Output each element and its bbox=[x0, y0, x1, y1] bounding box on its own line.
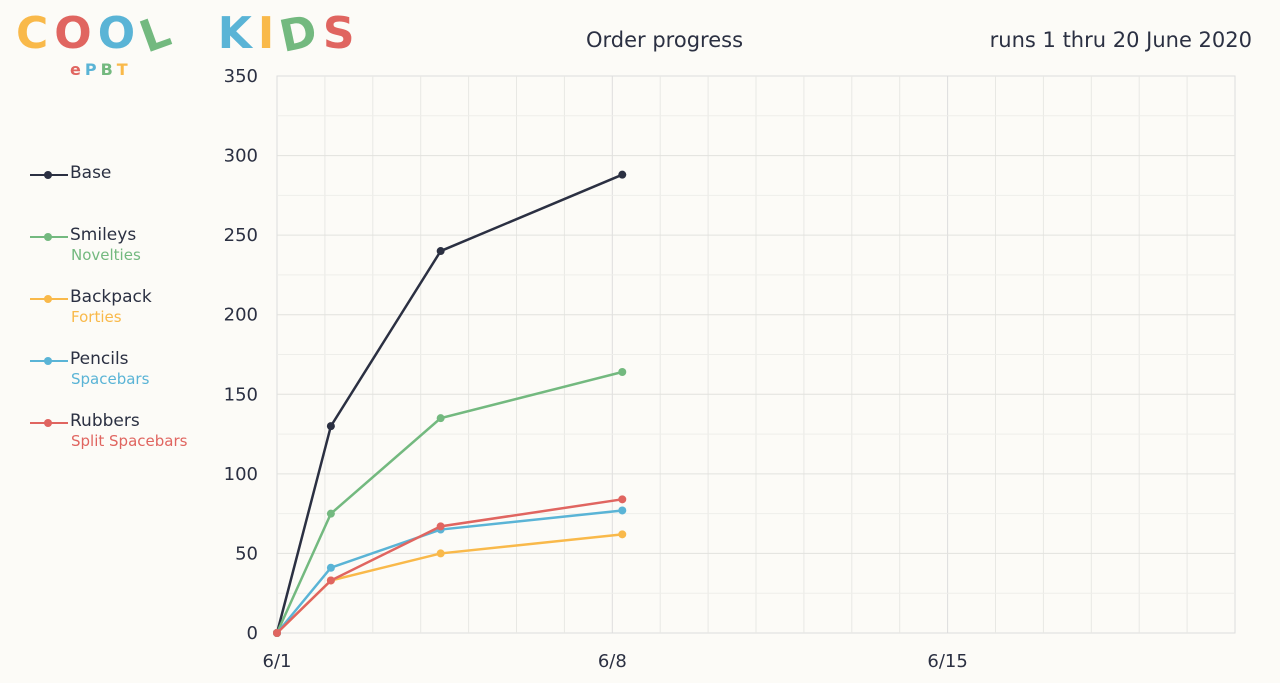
chart-title: Order progress bbox=[586, 28, 744, 52]
y-tick-label: 200 bbox=[224, 305, 258, 326]
data-point-pencils bbox=[326, 563, 335, 572]
y-tick-label: 50 bbox=[235, 543, 258, 564]
legend-marker bbox=[44, 295, 52, 303]
legend-marker bbox=[44, 357, 52, 365]
data-point-smileys bbox=[436, 414, 445, 423]
series-line-base bbox=[275, 173, 623, 634]
legend-sublabel: Spacebars bbox=[71, 370, 150, 388]
logo-letter: S bbox=[322, 8, 361, 59]
logo-letter: I bbox=[257, 8, 281, 59]
logo-sub-letter: e bbox=[70, 60, 85, 79]
data-point-base bbox=[326, 422, 335, 431]
data-point-smileys bbox=[618, 368, 627, 377]
logo-letter: C bbox=[16, 8, 55, 59]
data-point-base bbox=[436, 247, 445, 256]
y-tick-label: 0 bbox=[247, 623, 258, 644]
logo-subtitle: ePBT bbox=[70, 60, 132, 79]
data-point-smileys bbox=[326, 509, 335, 518]
series-line-rubbers bbox=[276, 498, 623, 634]
x-tick-label: 6/1 bbox=[263, 651, 292, 672]
logo-letter: K bbox=[217, 8, 258, 59]
legend-marker bbox=[44, 233, 52, 241]
data-point-rubbers bbox=[618, 495, 627, 504]
logo-letter: O bbox=[97, 8, 142, 59]
logo-sub-letter: T bbox=[116, 60, 132, 79]
legend-label: Backpack bbox=[70, 287, 152, 307]
y-tick-label: 250 bbox=[224, 225, 258, 246]
data-point-base bbox=[618, 170, 627, 179]
y-tick-label: 350 bbox=[224, 66, 258, 87]
data-point-backpack bbox=[436, 549, 445, 558]
legend-sublabel: Split Spacebars bbox=[71, 432, 188, 450]
logo-letter: O bbox=[54, 8, 98, 59]
data-point-rubbers bbox=[273, 629, 281, 637]
legend-marker bbox=[44, 171, 52, 179]
data-point-pencils bbox=[618, 506, 627, 515]
y-tick-label: 150 bbox=[224, 384, 258, 405]
legend-sublabel: Novelties bbox=[71, 246, 141, 264]
legend-label: Pencils bbox=[70, 349, 129, 369]
legend-label: Rubbers bbox=[70, 411, 140, 431]
legend-label: Smileys bbox=[70, 225, 137, 245]
x-tick-label: 6/15 bbox=[927, 651, 967, 672]
x-tick-label: 6/8 bbox=[598, 651, 627, 672]
series-line-smileys bbox=[275, 370, 623, 634]
legend-sublabel: Forties bbox=[71, 308, 122, 326]
data-point-rubbers bbox=[326, 576, 335, 585]
data-point-backpack bbox=[618, 530, 627, 539]
logo-sub-letter: B bbox=[100, 60, 117, 79]
y-tick-label: 100 bbox=[224, 464, 258, 485]
legend-label: Base bbox=[70, 163, 112, 183]
series-line-pencils bbox=[276, 509, 623, 634]
y-tick-label: 300 bbox=[224, 146, 258, 167]
logo: COOL KIDS bbox=[16, 4, 361, 64]
legend-marker bbox=[44, 419, 52, 427]
logo-sub-letter: P bbox=[84, 60, 101, 79]
data-point-rubbers bbox=[436, 522, 445, 531]
date-range: runs 1 thru 20 June 2020 bbox=[989, 28, 1252, 52]
